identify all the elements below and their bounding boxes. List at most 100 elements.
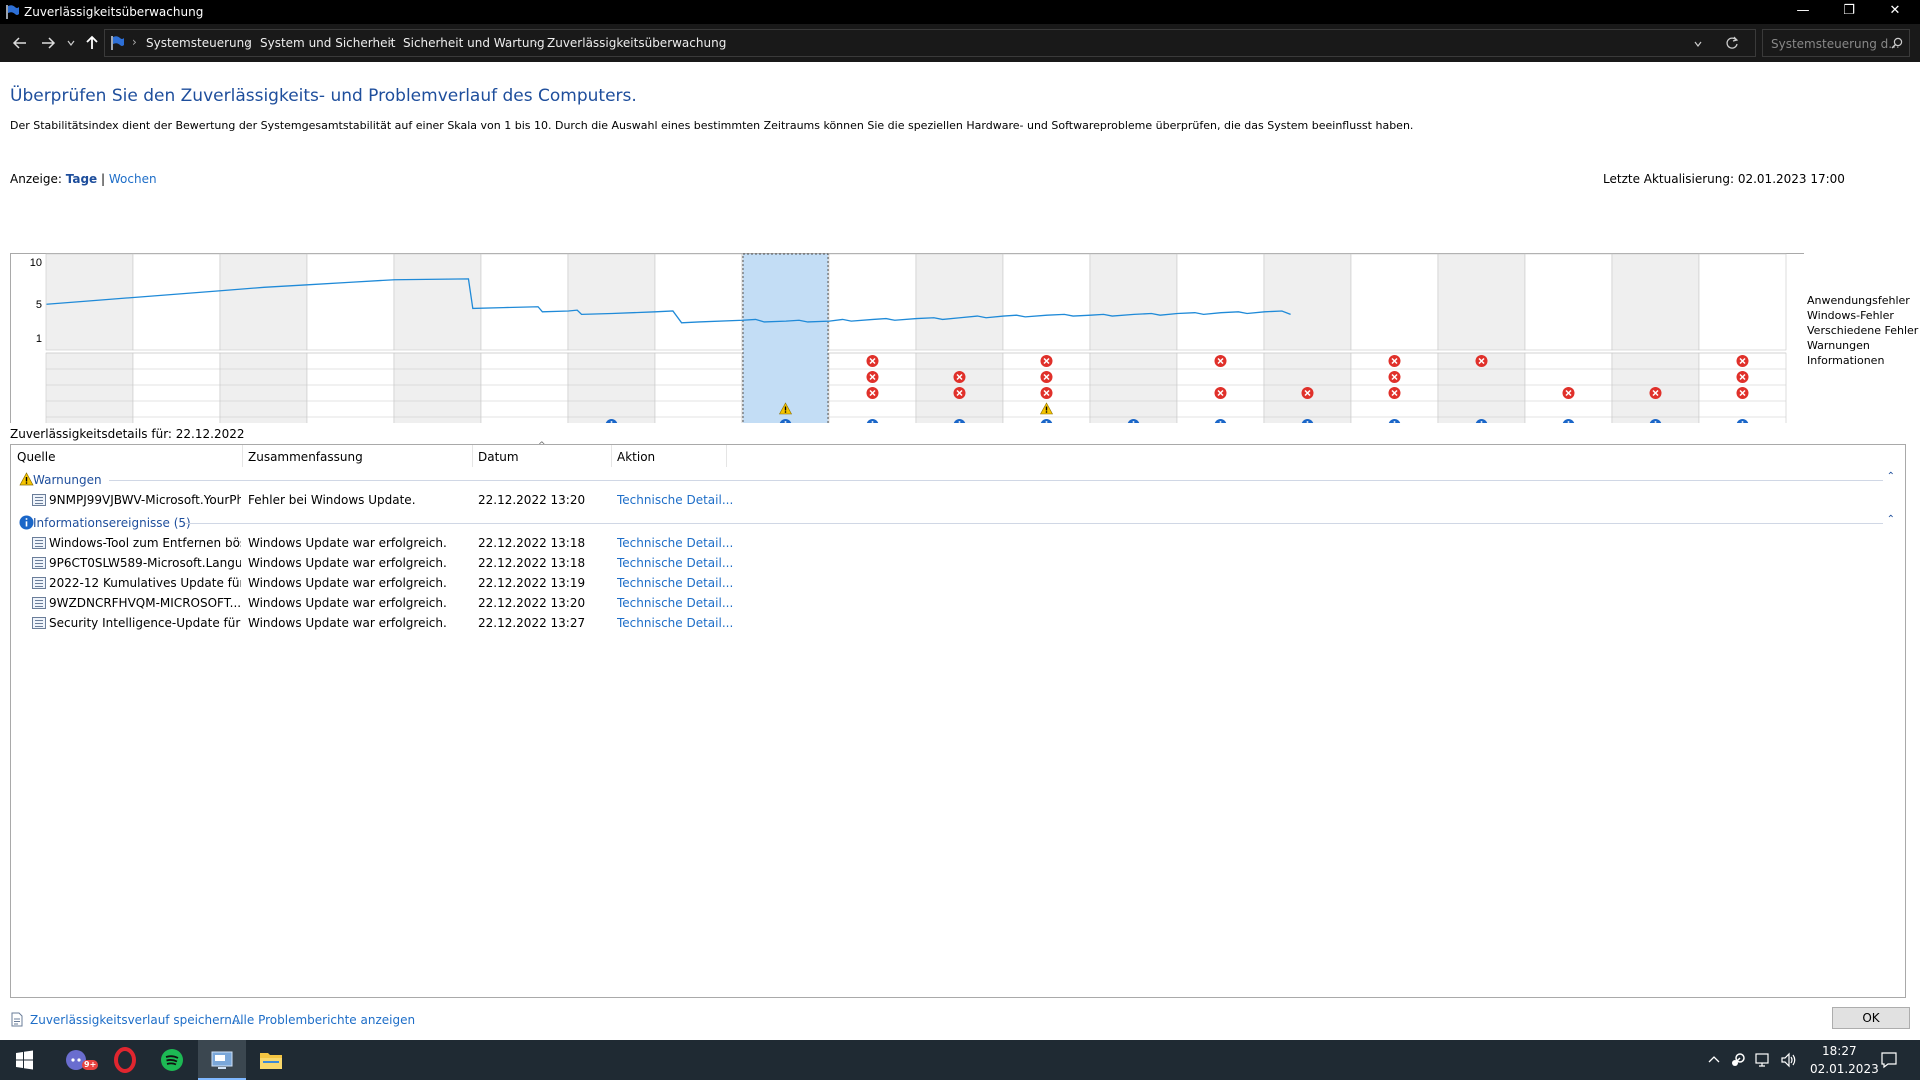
technical-details-link[interactable]: Technische Detail... bbox=[617, 616, 734, 630]
info-event-icon[interactable] bbox=[1649, 419, 1662, 423]
clock-date[interactable]: 02.01.2023 bbox=[1810, 1062, 1879, 1076]
address-dropdown-chevron-icon[interactable] bbox=[1693, 39, 1703, 49]
details-table[interactable]: Quelle Zusammenfassung Datum ^ Aktion Wa… bbox=[10, 441, 1906, 998]
column-divider[interactable] bbox=[726, 445, 727, 467]
group-informationsereignisse[interactable]: Informationsereignisse (5) ⌃ bbox=[19, 514, 1901, 532]
warning-event-icon[interactable] bbox=[778, 402, 793, 415]
error-event-icon[interactable] bbox=[1214, 355, 1227, 367]
chart-event-column[interactable] bbox=[45, 352, 134, 423]
error-event-icon[interactable] bbox=[1388, 371, 1401, 383]
collapse-chevron-icon[interactable]: ⌃ bbox=[1886, 471, 1895, 482]
chart-event-column[interactable] bbox=[480, 352, 569, 423]
selected-day-highlight[interactable] bbox=[742, 253, 829, 423]
warning-event-icon[interactable] bbox=[1039, 402, 1054, 415]
error-event-icon[interactable] bbox=[1562, 387, 1575, 399]
technical-details-link[interactable]: Technische Detail... bbox=[617, 493, 734, 507]
minimize-button[interactable]: — bbox=[1796, 3, 1810, 18]
column-divider[interactable] bbox=[611, 445, 612, 467]
technical-details-link[interactable]: Technische Detail... bbox=[617, 596, 734, 610]
column-zusammenfassung[interactable]: Zusammenfassung bbox=[248, 450, 363, 464]
error-event-icon[interactable] bbox=[866, 387, 879, 399]
ok-button[interactable]: OK bbox=[1832, 1007, 1910, 1029]
error-event-icon[interactable] bbox=[1040, 355, 1053, 367]
back-arrow-icon[interactable] bbox=[12, 35, 28, 51]
steam-tray-icon[interactable] bbox=[1730, 1052, 1746, 1068]
chart-day-column[interactable] bbox=[219, 253, 308, 351]
error-event-icon[interactable] bbox=[1736, 371, 1749, 383]
forward-arrow-icon[interactable] bbox=[40, 35, 56, 51]
technical-details-link[interactable]: Technische Detail... bbox=[617, 556, 734, 570]
error-event-icon[interactable] bbox=[1040, 387, 1053, 399]
error-event-icon[interactable] bbox=[1736, 355, 1749, 367]
chart-event-column[interactable] bbox=[393, 352, 482, 423]
column-aktion[interactable]: Aktion bbox=[617, 450, 656, 464]
collapse-chevron-icon[interactable]: ⌃ bbox=[1886, 514, 1895, 525]
chart-day-column[interactable] bbox=[480, 253, 569, 351]
technical-details-link[interactable]: Technische Detail... bbox=[617, 576, 734, 590]
chart-event-column[interactable] bbox=[567, 352, 656, 423]
info-event-icon[interactable] bbox=[866, 419, 879, 423]
table-row[interactable]: 9P6CT0SLW589-Microsoft.Langua... Windows… bbox=[11, 553, 1905, 573]
breadcrumb-systemsteuerung[interactable]: Systemsteuerung bbox=[146, 36, 252, 50]
search-input[interactable]: Systemsteuerung d... bbox=[1762, 29, 1910, 57]
error-event-icon[interactable] bbox=[866, 371, 879, 383]
chart-day-column[interactable] bbox=[567, 253, 656, 351]
chart-day-column[interactable] bbox=[1698, 253, 1787, 351]
chart-day-column[interactable] bbox=[654, 253, 743, 351]
taskbar-control-panel-icon[interactable] bbox=[198, 1040, 246, 1080]
spotify-icon[interactable] bbox=[148, 1040, 196, 1080]
info-event-icon[interactable] bbox=[1040, 419, 1053, 423]
chart-day-column[interactable] bbox=[1263, 253, 1352, 351]
column-quelle[interactable]: Quelle bbox=[17, 450, 56, 464]
chart-event-column[interactable] bbox=[132, 352, 221, 423]
table-row[interactable]: 2022-12 Kumulatives Update für ... Windo… bbox=[11, 573, 1905, 593]
chart-day-column[interactable] bbox=[1176, 253, 1265, 351]
chart-event-column[interactable] bbox=[306, 352, 395, 423]
chart-day-column[interactable] bbox=[393, 253, 482, 351]
opera-icon[interactable] bbox=[101, 1040, 149, 1080]
view-all-reports-link[interactable]: Alle Problemberichte anzeigen bbox=[232, 1013, 416, 1027]
chart-day-column[interactable] bbox=[915, 253, 1004, 351]
technical-details-link[interactable]: Technische Detail... bbox=[617, 536, 734, 550]
chart-day-column[interactable] bbox=[1524, 253, 1613, 351]
error-event-icon[interactable] bbox=[1736, 387, 1749, 399]
group-warnungen[interactable]: Warnungen ⌃ bbox=[19, 471, 1901, 489]
discord-icon[interactable]: 9+ bbox=[54, 1040, 102, 1080]
info-event-icon[interactable] bbox=[1562, 419, 1575, 423]
chart-day-column[interactable] bbox=[1350, 253, 1439, 351]
recent-locations-chevron-icon[interactable] bbox=[66, 38, 76, 48]
info-event-icon[interactable] bbox=[605, 419, 618, 423]
error-event-icon[interactable] bbox=[953, 387, 966, 399]
column-divider[interactable] bbox=[242, 445, 243, 467]
save-history-link[interactable]: Zuverlässigkeitsverlauf speichern... bbox=[30, 1013, 244, 1027]
error-event-icon[interactable] bbox=[1040, 371, 1053, 383]
search-icon[interactable] bbox=[1891, 37, 1903, 49]
chart-event-column[interactable] bbox=[1089, 352, 1178, 423]
chart-day-column[interactable] bbox=[1089, 253, 1178, 351]
chart-day-column[interactable] bbox=[1002, 253, 1091, 351]
chart-event-column[interactable] bbox=[654, 352, 743, 423]
clock-time[interactable]: 18:27 bbox=[1822, 1044, 1857, 1058]
info-event-icon[interactable] bbox=[1736, 419, 1749, 423]
error-event-icon[interactable] bbox=[1214, 387, 1227, 399]
table-row[interactable]: Windows-Tool zum Entfernen bös... Window… bbox=[11, 533, 1905, 553]
info-event-icon[interactable] bbox=[1127, 419, 1140, 423]
close-button[interactable]: ✕ bbox=[1889, 3, 1901, 18]
windows-start-icon[interactable] bbox=[0, 1040, 48, 1080]
table-row[interactable]: 9WZDNCRFHVQM-MICROSOFT.... Windows Updat… bbox=[11, 593, 1905, 613]
error-event-icon[interactable] bbox=[1649, 387, 1662, 399]
view-days-link[interactable]: Tage bbox=[65, 172, 98, 186]
column-datum[interactable]: Datum bbox=[478, 450, 519, 464]
info-event-icon[interactable] bbox=[1301, 419, 1314, 423]
table-row[interactable]: 9NMPJ99VJBWV-Microsoft.YourPh... Fehler … bbox=[11, 490, 1905, 510]
breadcrumb-system-und-sicherheit[interactable]: System und Sicherheit bbox=[260, 36, 396, 50]
view-weeks-link[interactable]: Wochen bbox=[108, 172, 157, 186]
column-divider[interactable] bbox=[472, 445, 473, 467]
breadcrumb-sicherheit-und-wartung[interactable]: Sicherheit und Wartung bbox=[403, 36, 545, 50]
volume-icon[interactable] bbox=[1780, 1052, 1798, 1068]
refresh-icon[interactable] bbox=[1725, 36, 1739, 50]
info-event-icon[interactable] bbox=[1214, 419, 1227, 423]
error-event-icon[interactable] bbox=[953, 371, 966, 383]
notification-center-icon[interactable] bbox=[1880, 1051, 1898, 1069]
info-event-icon[interactable] bbox=[953, 419, 966, 423]
